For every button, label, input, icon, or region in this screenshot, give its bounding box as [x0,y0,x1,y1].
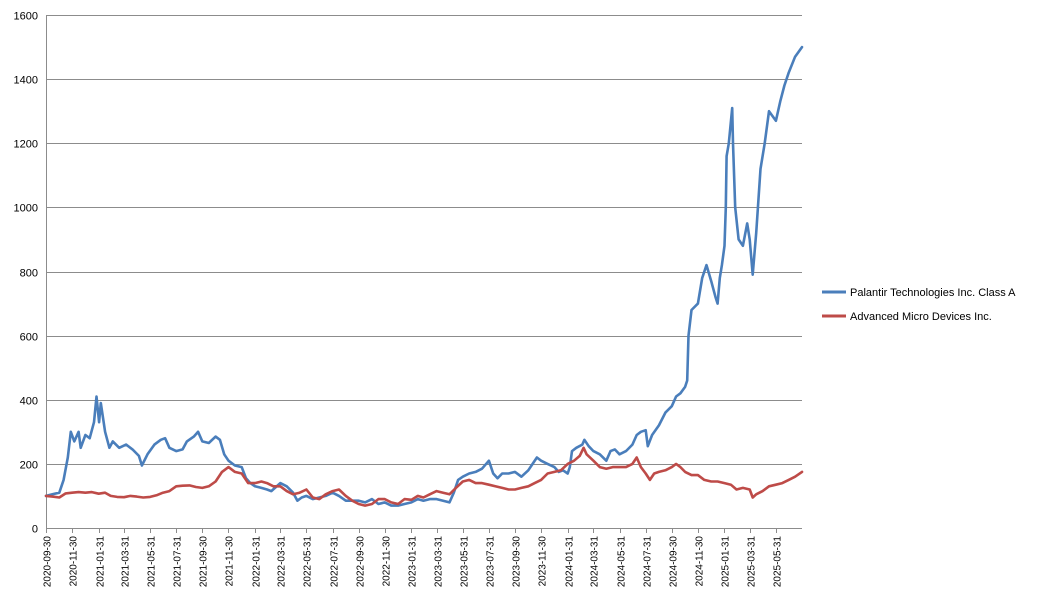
x-tick-label: 2021-11-30 [225,536,236,587]
y-tick-label: 1000 [14,203,38,215]
x-tick-label: 2025-03-31 [747,536,758,588]
x-tick-label: 2024-11-30 [695,536,706,587]
gridlines [46,15,802,465]
y-tick-label: 800 [20,268,38,280]
y-tick-label: 200 [20,460,38,472]
x-tick-label: 2025-01-31 [721,536,732,588]
x-tick-label: 2023-07-31 [486,536,497,588]
axes [46,15,802,533]
x-tick-label: 2023-11-30 [538,536,549,587]
x-axis-tick-labels: 2020-09-30 2020-11-30 2021-01-31 2021-03-31… [43,536,784,588]
legend: Palantir Technologies Inc. Class A Advanc… [822,287,1016,323]
y-tick-label: 0 [32,524,38,536]
x-tick-label: 2022-11-30 [382,536,393,587]
x-tick-label: 2023-05-31 [460,536,471,588]
legend-label-1: Palantir Technologies Inc. Class A [850,287,1016,299]
x-tick-label: 2020-09-30 [43,536,54,588]
x-tick-label: 2024-07-31 [643,536,654,588]
x-tick-label: 2023-03-31 [434,536,445,588]
x-tick-label: 2021-07-31 [173,536,184,588]
x-tick-label: 2022-01-31 [252,536,263,588]
y-tick-label: 1400 [14,75,38,87]
series-lines [44,45,804,507]
x-tick-label: 2025-05-31 [773,536,784,588]
x-tick-label: 2022-07-31 [330,536,341,588]
y-tick-label: 1200 [14,139,38,151]
y-tick-label: 1600 [14,11,38,23]
x-tick-label: 2021-05-31 [147,536,158,588]
x-tick-label: 2022-05-31 [303,536,314,588]
legend-label-2: Advanced Micro Devices Inc. [850,311,992,323]
x-tick-label: 2021-01-31 [96,536,107,588]
x-tick-label: 2023-09-30 [512,536,523,588]
x-tick-label: 2023-01-31 [408,536,419,588]
x-tick-label: 2022-09-30 [356,536,367,588]
series-line-2 [44,446,804,507]
y-tick-label: 400 [20,396,38,408]
x-tick-label: 2024-09-30 [669,536,680,588]
x-tick-label: 2022-03-31 [277,536,288,588]
y-axis-tick-labels: 0 200 400 600 800 1000 1200 1400 1600 [14,11,38,536]
x-tick-label: 2024-03-31 [590,536,601,588]
x-tick-label: 2024-01-31 [565,536,576,588]
x-tick-label: 2024-05-31 [617,536,628,588]
y-tick-label: 600 [20,332,38,344]
x-tick-label: 2021-03-31 [121,536,132,588]
x-tick-label: 2020-11-30 [69,536,80,587]
x-tick-label: 2021-09-30 [199,536,210,588]
series-line-1 [44,45,804,507]
